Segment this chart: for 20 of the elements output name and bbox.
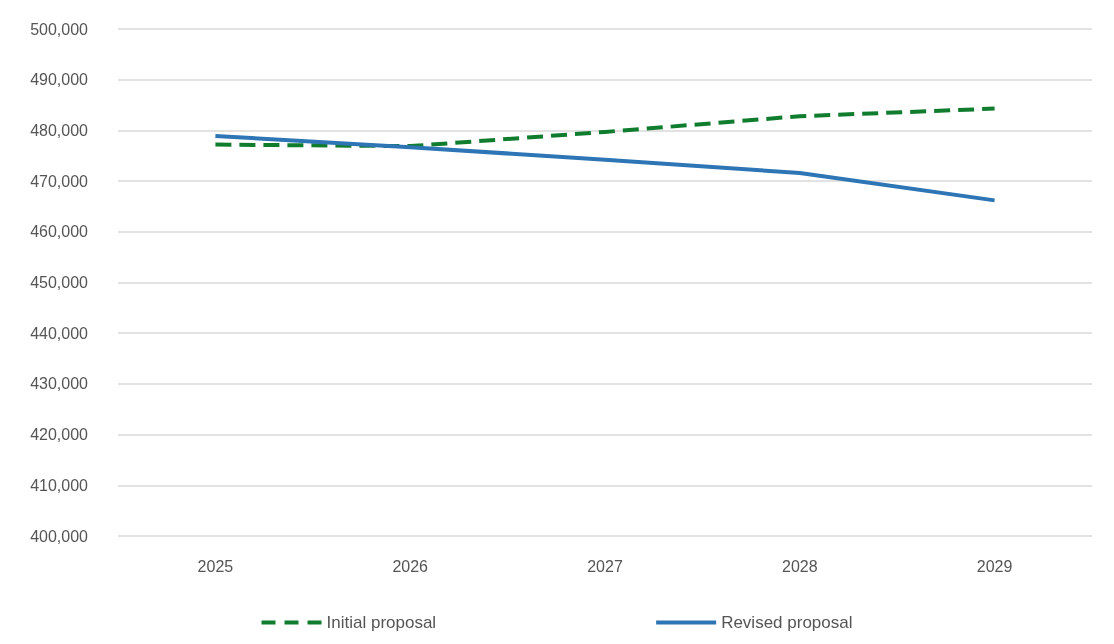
legend-label: Revised proposal [721,613,853,632]
y-tick-label: 420,000 [30,426,89,444]
y-tick-label: 400,000 [30,527,89,545]
line-series [213,133,997,203]
y-tick-label: 470,000 [30,172,89,190]
y-tick-label: 490,000 [30,71,89,89]
y-tick-label: 410,000 [30,476,89,494]
y-tick-label: 480,000 [30,121,89,139]
line-series [213,106,997,149]
x-tick-label: 2026 [392,557,429,575]
x-tick-label: 2029 [976,557,1013,575]
legend-label: Initial proposal [326,613,437,632]
x-tick-label: 2028 [782,557,818,575]
x-tick-label: 2025 [197,557,234,575]
y-tick-label: 450,000 [30,274,89,291]
x-tick-label: 2027 [587,557,623,575]
y-tick-label: 430,000 [30,375,89,393]
y-tick-label: 460,000 [30,223,89,241]
y-tick-label: 440,000 [30,324,89,342]
y-tick-label: 500,000 [30,20,89,38]
